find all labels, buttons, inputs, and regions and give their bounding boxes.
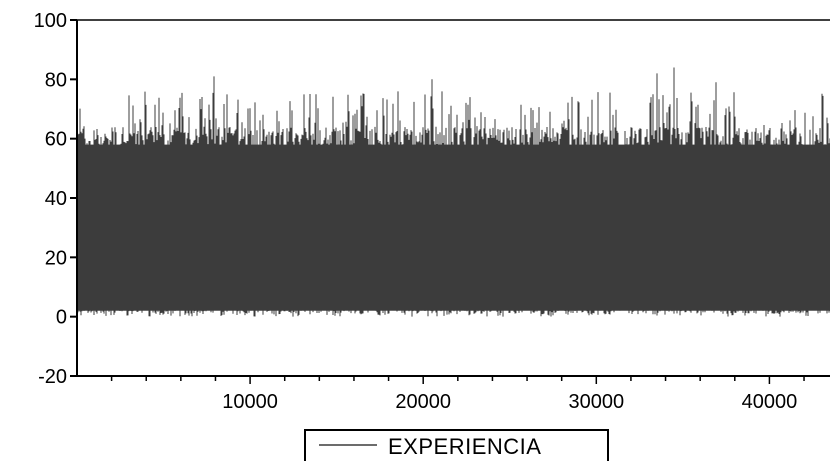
series-layer — [76, 67, 830, 317]
y-tick-label: 60 — [45, 129, 67, 151]
y-tick-label: 0 — [56, 307, 67, 329]
series-line-experiencia — [76, 67, 830, 317]
y-tick-label: 80 — [45, 69, 67, 91]
y-tick-label: 20 — [45, 247, 67, 269]
legend-label: EXPERIENCIA — [388, 434, 541, 459]
y-tick-label: -20 — [38, 366, 67, 388]
axes-layer: -20 0 20 40 60 80 100 10000 20000 30000 40000 — [34, 10, 830, 413]
x-tick-label: 20000 — [395, 391, 451, 413]
y-tick-label: 100 — [34, 10, 67, 32]
x-tick-label: 10000 — [222, 391, 278, 413]
x-tick-label: 30000 — [568, 391, 624, 413]
y-tick-label: 40 — [45, 188, 67, 210]
x-tick-label: 40000 — [742, 391, 798, 413]
legend: EXPERIENCIA — [304, 429, 609, 461]
